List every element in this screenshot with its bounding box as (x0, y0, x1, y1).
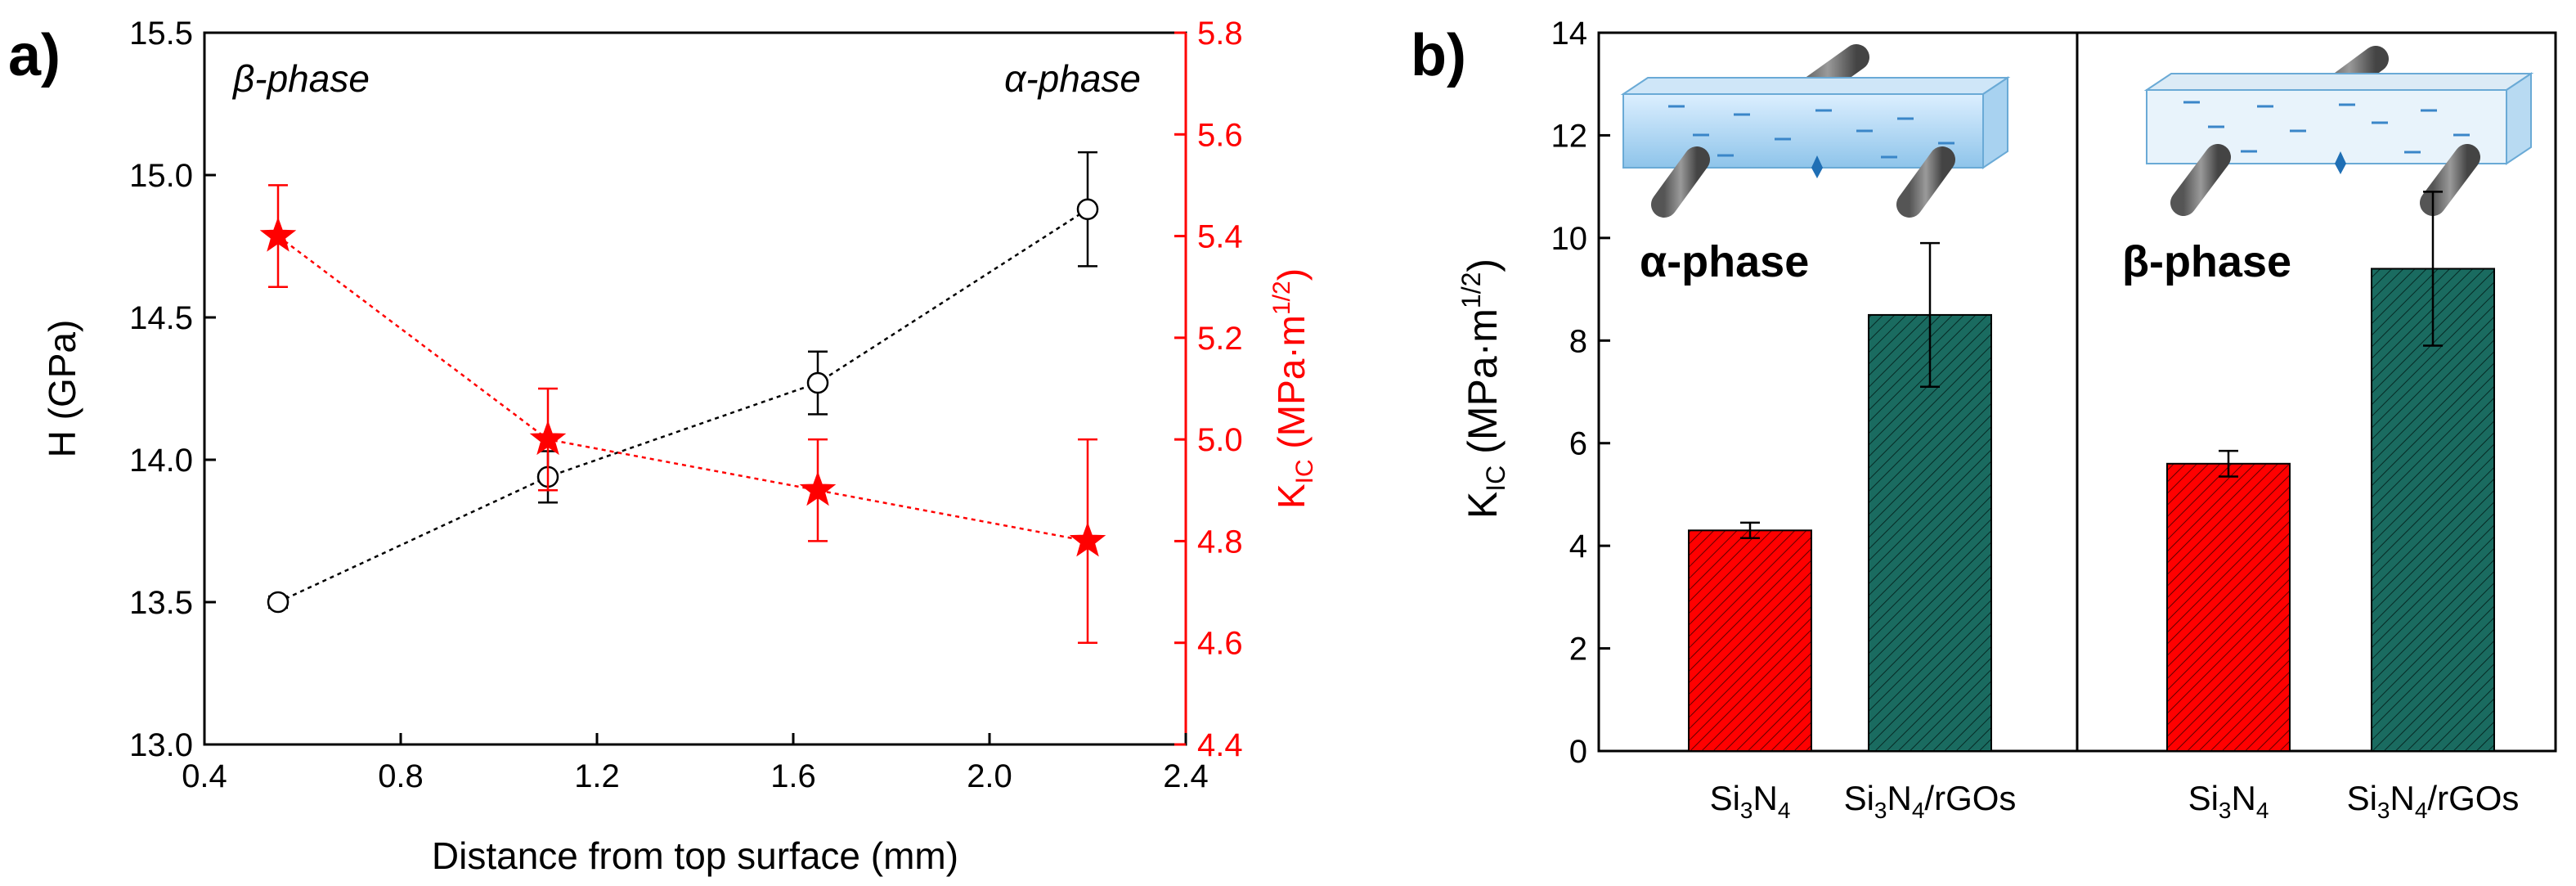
panel-a-y-right-ticks: 4.4 4.6 4.8 5.0 5.2 5.4 5.6 5.8 (1174, 16, 1243, 763)
x-label-part: Si (1710, 779, 1740, 817)
x-label-part: 4 (1912, 798, 1925, 823)
group-label-beta: β-phase (2122, 237, 2291, 286)
x-tick-label: 2.4 (1163, 758, 1209, 794)
beam-illustration-beta (2143, 46, 2534, 216)
y-left-tick-label: 15.0 (129, 158, 193, 194)
panel-b-y-axis-label: KIC (MPa·m1/2) (1456, 259, 1510, 519)
panel-b: b) 0 2 4 6 8 10 12 14 KIC (MPa·m1/2) (1411, 16, 2557, 823)
x-label-part: N (2232, 779, 2256, 817)
y-tick-label: 6 (1569, 426, 1587, 462)
panel-b-x-labels: Si3N4 Si3N4/rGOs Si3N4 Si3N4/rGOs (1710, 779, 2520, 823)
y-tick-label: 10 (1551, 221, 1588, 257)
bars (1688, 191, 2495, 752)
annotation-beta-phase: β-phase (231, 57, 370, 100)
x-category-label: Si3N4 (2188, 779, 2269, 823)
y-tick-label: 4 (1569, 528, 1587, 564)
x-label-part: N (1753, 779, 1778, 817)
x-category-label: Si3N4/rGOs (2347, 779, 2520, 823)
panel-a-x-ticks: 0.4 0.8 1.2 1.6 2.0 2.4 (182, 733, 1209, 794)
x-label-part: 3 (2377, 798, 2390, 823)
x-label-part: 3 (2219, 798, 2232, 823)
y-left-tick-label: 14.5 (129, 300, 193, 336)
x-tick-label: 0.4 (182, 758, 227, 794)
panel-b-label: b) (1411, 23, 1466, 88)
x-label-part: Si (1844, 779, 1874, 817)
y-right-tick-label: 5.8 (1197, 16, 1243, 52)
data-point-circle (1076, 198, 1099, 221)
series-fracture-toughness (259, 184, 1106, 644)
x-label-part: N (2390, 779, 2415, 817)
x-tick-label: 1.2 (574, 758, 620, 794)
y-tick-label: 0 (1569, 734, 1587, 770)
x-label-part: 3 (1874, 798, 1887, 823)
y-left-tick-label: 13.0 (129, 727, 193, 763)
x-label-part: 4 (2256, 798, 2269, 823)
series-line (277, 208, 1088, 604)
x-label-part: /rGOs (1924, 779, 2016, 817)
data-point-star (529, 420, 567, 456)
y-tick-label: 14 (1551, 16, 1588, 52)
y-right-tick-label: 4.4 (1197, 727, 1243, 763)
bar (1688, 529, 1812, 752)
panel-b-y-ticks: 0 2 4 6 8 10 12 14 (1551, 16, 1610, 770)
data-point-circle (806, 371, 829, 394)
panel-a-plot-frame (203, 31, 1187, 746)
y-right-tick-label: 5.2 (1197, 321, 1243, 357)
x-category-label: Si3N4 (1710, 779, 1791, 823)
x-tick-label: 0.8 (378, 758, 424, 794)
y-right-tick-label: 5.0 (1197, 422, 1243, 458)
panel-a: a) 0.4 0.8 1.2 1.6 2.0 2.4 13.0 13.5 14.0 14.5 15… (8, 16, 1318, 877)
data-point-star (799, 470, 837, 506)
panel-a-label: a) (8, 23, 61, 88)
y-left-tick-label: 13.5 (129, 585, 193, 621)
x-label-part: Si (2188, 779, 2219, 817)
series-hardness (267, 151, 1099, 614)
y-left-tick-label: 14.0 (129, 443, 193, 479)
x-label-part: 4 (1778, 798, 1791, 823)
series-line (277, 235, 1088, 542)
y-tick-label: 2 (1569, 632, 1587, 668)
bar (2371, 268, 2495, 752)
x-tick-label: 1.6 (770, 758, 816, 794)
y-tick-label: 8 (1569, 323, 1587, 359)
x-label-part: Si (2347, 779, 2377, 817)
panel-a-x-axis-label: Distance from top surface (mm) (432, 834, 958, 877)
y-left-tick-label: 15.5 (129, 16, 193, 52)
group-label-alpha: α-phase (1640, 237, 1809, 286)
data-point-star (259, 217, 297, 252)
y-right-tick-label: 5.6 (1197, 117, 1243, 153)
panel-a-y-right-axis-label: KIC (MPa·m1/2) (1268, 268, 1318, 509)
x-tick-label: 2.0 (967, 758, 1012, 794)
annotation-alpha-phase: α-phase (1004, 57, 1141, 100)
y-right-tick-label: 4.6 (1197, 626, 1243, 662)
data-point-circle (267, 591, 289, 614)
beam-illustration-alpha (1620, 44, 2011, 218)
data-point-star (1069, 521, 1106, 557)
panel-a-y-left-ticks: 13.0 13.5 14.0 14.5 15.0 15.5 (129, 16, 216, 763)
x-label-part: N (1887, 779, 1912, 817)
x-label-part: 3 (1740, 798, 1753, 823)
y-tick-label: 12 (1551, 118, 1588, 154)
x-label-part: 4 (2415, 798, 2428, 823)
y-right-tick-label: 5.4 (1197, 219, 1243, 255)
x-category-label: Si3N4/rGOs (1844, 779, 2017, 823)
panel-a-y-left-axis-label: H (GPa) (41, 320, 83, 458)
x-label-part: /rGOs (2427, 779, 2519, 817)
y-right-tick-label: 4.8 (1197, 524, 1243, 560)
bar (2166, 462, 2291, 752)
